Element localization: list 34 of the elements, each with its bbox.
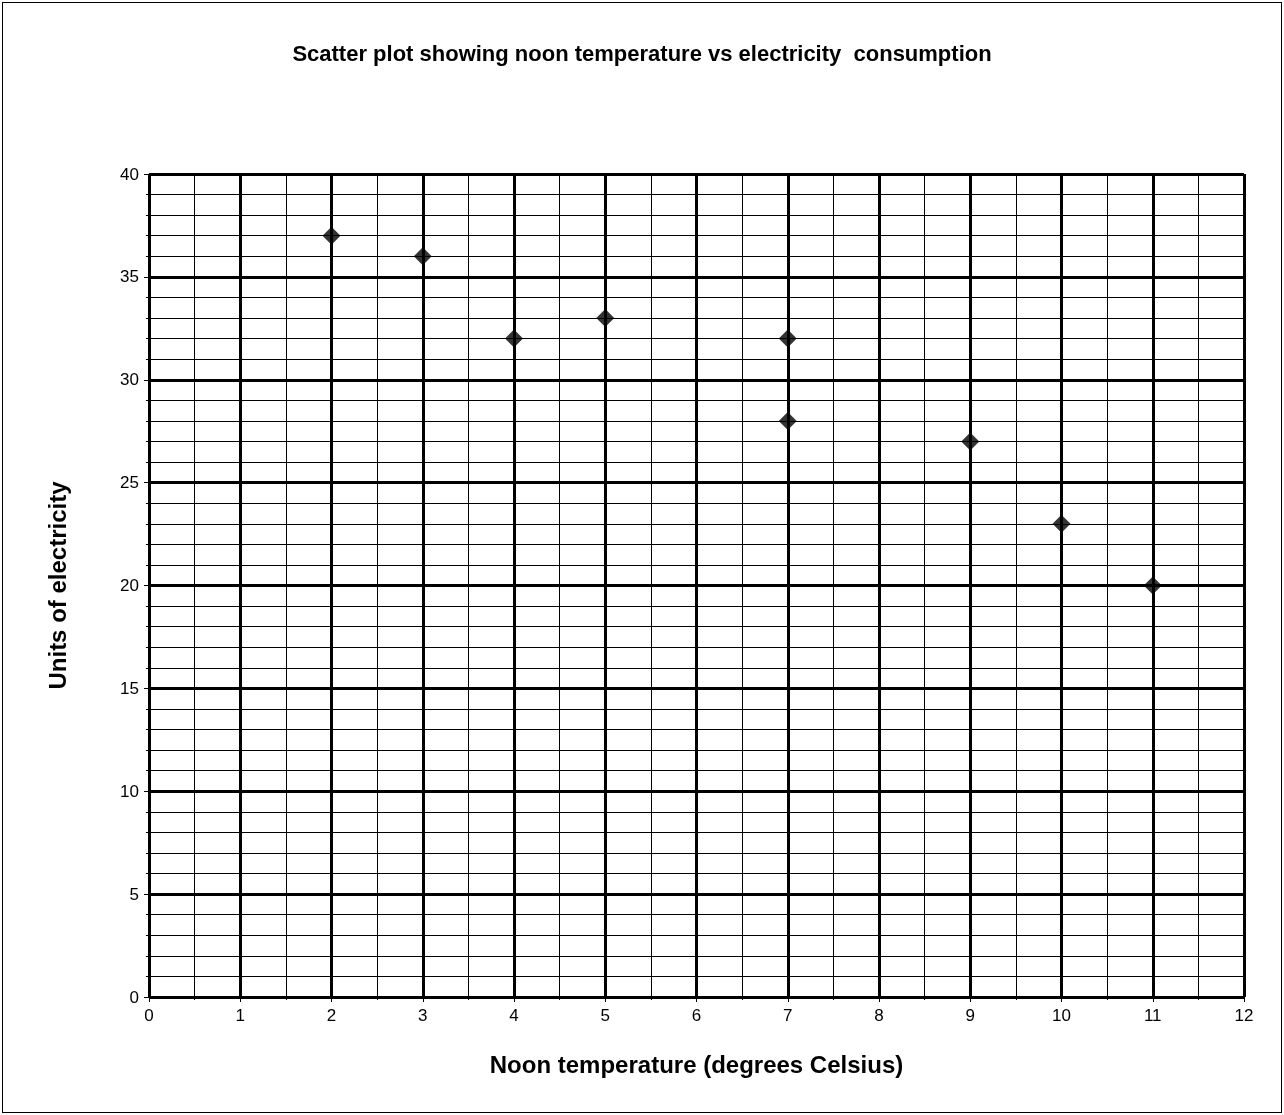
chart-title: Scatter plot showing noon temperature vs electricity consumption	[292, 40, 992, 66]
x-tick-label: 12	[1234, 1006, 1254, 1025]
point	[596, 309, 615, 328]
y-tick-label: 30	[120, 370, 139, 390]
x-tick-label: 7	[783, 1006, 793, 1025]
point	[322, 226, 341, 245]
x-tick-label: 11	[1143, 1006, 1162, 1025]
x-tick-label: 5	[600, 1006, 610, 1025]
y-axis-title: Units of electricity	[43, 480, 71, 690]
x-axis-title: Noon temperature (degrees Celsius)	[489, 1050, 904, 1078]
x-tick-label: 4	[509, 1006, 519, 1025]
y-tick-label: 40	[120, 164, 139, 184]
x-tick-label: 3	[418, 1006, 428, 1025]
point	[961, 432, 980, 451]
x-tick-label: 8	[874, 1006, 884, 1025]
y-tick-label: 10	[120, 781, 139, 801]
x-tick-label: 0	[144, 1006, 154, 1025]
y-tick-label: 25	[120, 473, 139, 493]
y-tick-label: 20	[120, 576, 139, 595]
point	[778, 329, 797, 348]
y-tick-label: 15	[120, 678, 139, 698]
x-tick-label: 2	[326, 1006, 337, 1025]
y-tick-label: 35	[120, 267, 139, 287]
x-tick-label: 1	[235, 1006, 245, 1025]
point	[778, 411, 797, 430]
x-tick-label: 6	[691, 1006, 702, 1025]
y-tick-label: 0	[129, 987, 139, 1007]
y-tick-label: 5	[129, 884, 139, 904]
x-tick-label: 9	[965, 1006, 975, 1025]
point	[505, 329, 523, 348]
point	[1143, 576, 1162, 595]
x-tick-label: 10	[1052, 1006, 1071, 1025]
point	[413, 247, 432, 266]
point	[1052, 514, 1071, 533]
